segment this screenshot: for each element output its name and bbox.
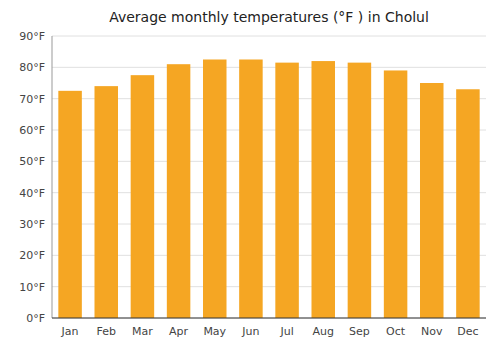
x-tick-label: Oct	[386, 325, 406, 338]
y-tick-label: 20°F	[19, 249, 45, 262]
chart: 0°F 10°F 20°F 30°F 40°F 50°F 60°F 70°F 80°F 90°F J…	[0, 0, 500, 350]
bar	[239, 60, 263, 319]
y-tick-label: 60°F	[19, 124, 45, 137]
y-tick-label: 0°F	[26, 312, 45, 325]
x-tick-label: Aug	[313, 325, 334, 338]
y-axis: 0°F 10°F 20°F 30°F 40°F 50°F 60°F 70°F 80°F 90°F	[19, 30, 45, 325]
y-grid	[52, 36, 486, 318]
bar	[167, 64, 191, 318]
x-tick-label: Jul	[279, 325, 293, 338]
x-tick-label: Nov	[421, 325, 443, 338]
x-axis-line	[52, 318, 486, 319]
title: Average monthly temperatures (°F ) in Ch…	[109, 9, 429, 25]
bar	[456, 89, 480, 318]
bar	[275, 63, 299, 318]
bar	[311, 61, 335, 318]
bar	[58, 91, 82, 318]
x-tick-label: Sep	[349, 325, 370, 338]
y-tick-label: 50°F	[19, 155, 45, 168]
grid-line	[52, 36, 486, 37]
bar	[131, 75, 155, 318]
y-tick-label: 90°F	[19, 30, 45, 43]
x-tick-label: Dec	[457, 325, 478, 338]
y-tick-label: 30°F	[19, 218, 45, 231]
y-tick-label: 80°F	[19, 61, 45, 74]
y-tick-label: 10°F	[19, 281, 45, 294]
x-tick-label: Feb	[97, 325, 116, 338]
x-tick-label: Jun	[241, 325, 259, 338]
x-tick-label: Jan	[61, 325, 79, 338]
bar	[348, 63, 372, 318]
x-tick-label: Apr	[169, 325, 189, 338]
bars	[58, 60, 479, 319]
bar	[420, 83, 444, 318]
x-axis: Jan Feb Mar Apr May Jun Jul Aug Sep Oct Nov Dec	[61, 325, 479, 338]
x-tick-label: Mar	[132, 325, 153, 338]
grid-line	[52, 67, 486, 68]
bar	[203, 60, 227, 319]
bar	[94, 86, 118, 318]
bar	[384, 70, 408, 318]
y-axis-line	[52, 36, 53, 318]
grid-line	[52, 318, 486, 319]
x-tick-label: May	[203, 325, 226, 338]
y-tick-label: 70°F	[19, 93, 45, 106]
y-tick-label: 40°F	[19, 187, 45, 200]
